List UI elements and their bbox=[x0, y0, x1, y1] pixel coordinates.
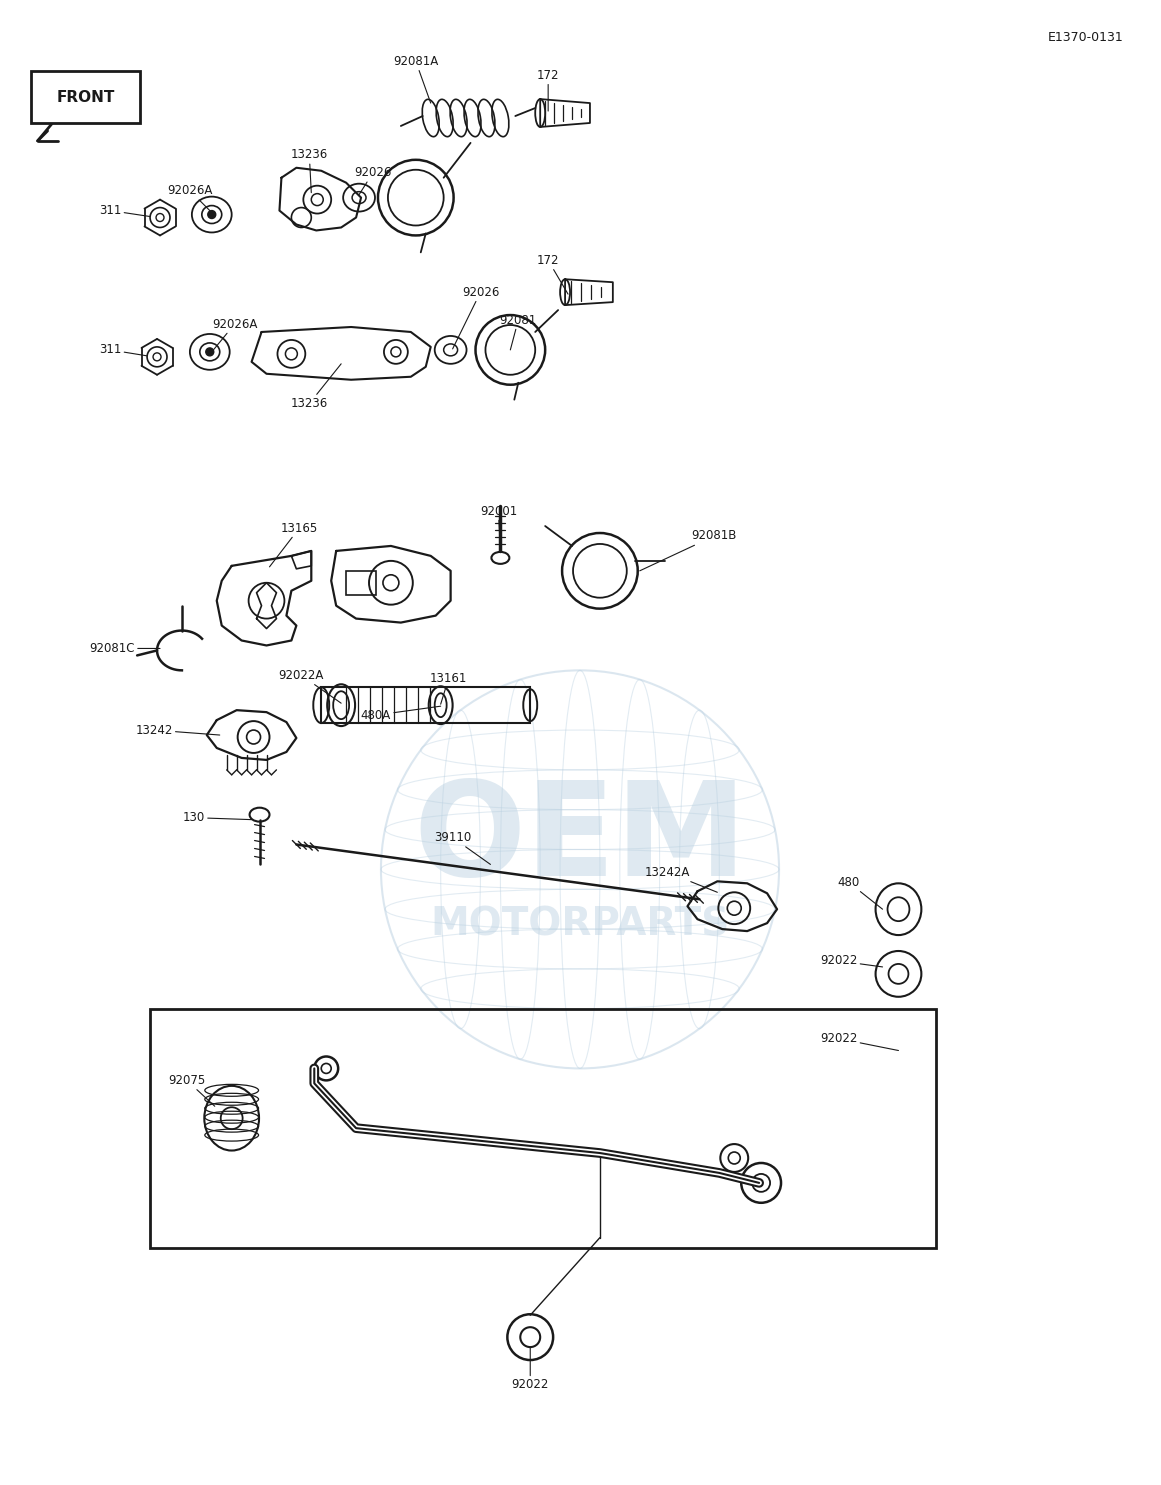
Bar bbox=[346, 570, 376, 594]
Text: 13242A: 13242A bbox=[644, 866, 717, 892]
Text: OEM: OEM bbox=[413, 777, 747, 903]
Text: 92075: 92075 bbox=[168, 1074, 215, 1106]
Text: 13165: 13165 bbox=[269, 521, 318, 567]
Text: E1370-0131: E1370-0131 bbox=[1047, 31, 1124, 45]
Text: 13236: 13236 bbox=[290, 148, 327, 193]
Text: 92026: 92026 bbox=[453, 285, 499, 349]
Text: 92022: 92022 bbox=[820, 955, 882, 967]
Text: 92022: 92022 bbox=[820, 1032, 899, 1050]
Text: MOTORPARTS: MOTORPARTS bbox=[431, 906, 729, 943]
Text: 92081A: 92081A bbox=[394, 55, 439, 102]
Text: 172: 172 bbox=[536, 68, 560, 111]
Text: 480: 480 bbox=[837, 876, 882, 909]
Text: 92001: 92001 bbox=[479, 505, 517, 549]
Circle shape bbox=[208, 211, 216, 218]
Text: 13242: 13242 bbox=[136, 723, 219, 737]
Bar bbox=[150, 1008, 936, 1247]
Text: 311: 311 bbox=[99, 203, 150, 217]
Text: FRONT: FRONT bbox=[56, 89, 115, 104]
Text: 13161: 13161 bbox=[430, 671, 468, 704]
Text: 92022: 92022 bbox=[512, 1347, 549, 1391]
Bar bbox=[30, 71, 140, 123]
Bar bbox=[322, 688, 531, 723]
Text: 13236: 13236 bbox=[290, 364, 341, 410]
Text: 130: 130 bbox=[182, 811, 252, 824]
Text: 480A: 480A bbox=[361, 707, 441, 722]
Text: 92026: 92026 bbox=[354, 166, 391, 195]
Text: 172: 172 bbox=[536, 254, 568, 294]
Text: 92081: 92081 bbox=[499, 313, 536, 350]
Text: 92026A: 92026A bbox=[211, 318, 258, 352]
Circle shape bbox=[205, 347, 214, 356]
Text: 311: 311 bbox=[99, 343, 147, 356]
Text: 92081C: 92081C bbox=[89, 642, 160, 655]
Text: 92026A: 92026A bbox=[167, 184, 212, 212]
Text: 92022A: 92022A bbox=[279, 668, 341, 704]
Text: 92081B: 92081B bbox=[640, 530, 737, 570]
Text: 39110: 39110 bbox=[434, 832, 490, 864]
